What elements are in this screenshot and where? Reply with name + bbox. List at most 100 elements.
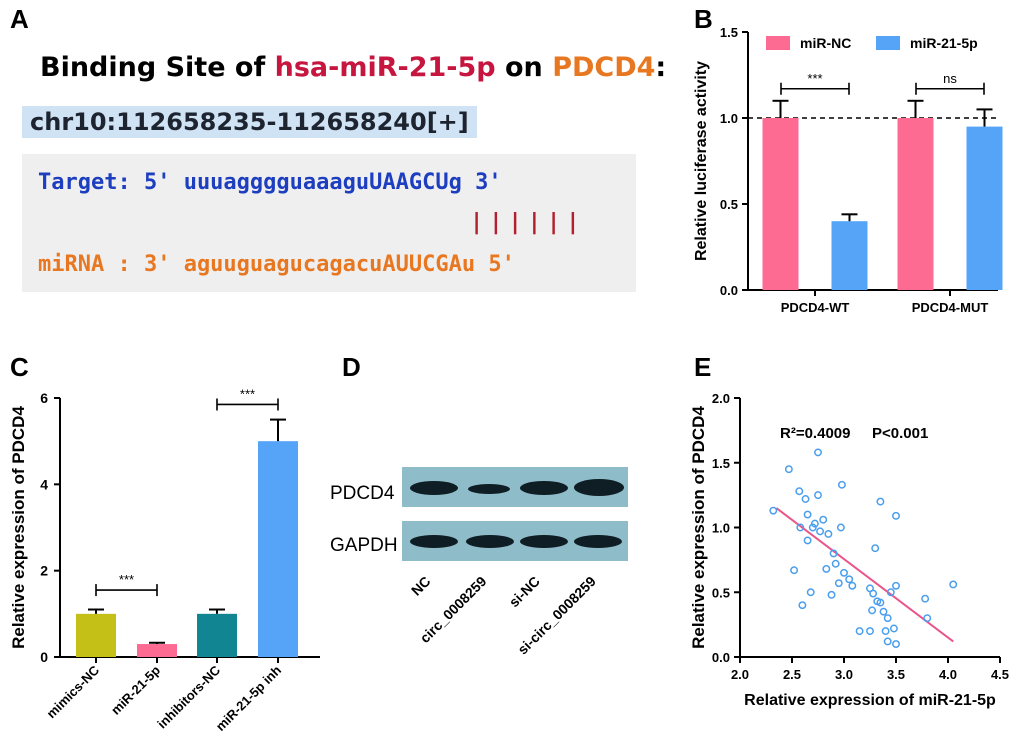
scatter-point (949, 580, 958, 589)
scatter-point (889, 624, 898, 633)
scatter-point (848, 581, 857, 590)
mirna-name: hsa-miR-21-5p (274, 52, 496, 83)
scatter-point (827, 590, 836, 599)
blot-band (574, 479, 624, 496)
legend-label: miR-NC (800, 35, 851, 51)
western-blot-panel: PDCD4 GAPDH NC circ_0008259 si-NC si-cir… (330, 455, 640, 745)
scatter-point (871, 544, 880, 553)
panel-label-a: A (10, 4, 29, 34)
panel-label-c: C (10, 352, 29, 382)
scatter-point (869, 589, 878, 598)
x-tick-label: miR-21-5p (108, 662, 163, 717)
blot-lane-label: si-NC (506, 573, 544, 611)
blot-band (468, 484, 510, 494)
scatter-point (816, 527, 825, 536)
y-tick-label: 2 (40, 563, 48, 579)
annotation-r2: R²=0.4009 (780, 425, 850, 442)
legend-label: miR-21-5p (910, 35, 978, 51)
y-tick-label: 2.0 (712, 391, 730, 406)
blot-strip-pdcd4 (402, 467, 628, 507)
x-tick-label: 4.5 (991, 667, 1009, 682)
x-tick-label: miR-21-5p inh (213, 662, 284, 733)
legend-swatch (876, 36, 900, 50)
scatter-point (831, 559, 840, 568)
title-suffix: : (655, 52, 667, 83)
scatter-point (845, 575, 854, 584)
title-prefix: Binding Site of (40, 52, 275, 83)
scatter-point (881, 627, 890, 636)
scatter-point (923, 614, 932, 623)
alignment-box: Target: 5' uuuagggguaaaguUAAGCUg 3' ||||… (22, 154, 636, 292)
y-axis-label: Relative expression of PDCD4 (9, 406, 28, 649)
blot-row-label: PDCD4 (330, 483, 395, 504)
x-tick-label: 3.0 (835, 667, 853, 682)
title-middle: on (495, 52, 553, 83)
scatter-point (814, 448, 822, 457)
panel-label-d: D (342, 352, 361, 382)
scatter-point (784, 465, 793, 474)
blot-band (410, 535, 458, 548)
scatter-point (769, 506, 778, 515)
scatter-point (806, 588, 815, 597)
scatter-point (834, 579, 843, 588)
bar (966, 126, 1003, 290)
y-tick-label: 1.0 (720, 111, 738, 126)
blot-strip-gapdh (402, 521, 628, 561)
scatter-point (921, 594, 930, 603)
x-tick-label: 4.0 (939, 667, 957, 682)
bar (258, 441, 298, 657)
legend-swatch (766, 36, 790, 50)
x-tick-label: 3.5 (887, 667, 905, 682)
blot-band (466, 535, 514, 548)
y-axis-label: Relative expression of PDCD4 (689, 406, 708, 649)
x-tick-label: PDCD4-WT (781, 300, 850, 315)
scatter-point (796, 523, 805, 532)
binding-site-panel: Binding Site of hsa-miR-21-5p on PDCD4: … (22, 40, 666, 292)
scatter-point (836, 523, 845, 532)
y-tick-label: 0.5 (712, 585, 730, 600)
scatter-point (837, 480, 846, 489)
y-tick-label: 1.5 (720, 25, 738, 40)
y-tick-label: 1.5 (712, 456, 730, 471)
scatter-point (803, 536, 812, 545)
x-tick-label: inhibitors-NC (154, 662, 223, 731)
scatter-point (855, 627, 864, 636)
y-tick-label: 4 (40, 476, 48, 492)
bar (76, 613, 116, 657)
scatter-point (876, 598, 885, 607)
mirna-sequence: miRNA : 3' aguuguagucagacuAUUCGAu 5' (38, 252, 515, 277)
scatter-point (866, 627, 874, 636)
y-tick-label: 0.0 (720, 283, 738, 298)
y-tick-label: 0.0 (712, 650, 730, 665)
y-tick-label: 1.0 (712, 521, 730, 536)
pairing-marks: |||||| (470, 210, 586, 235)
y-tick-label: 0 (40, 649, 48, 665)
panel-label-e: E (694, 352, 712, 382)
target-sequence: Target: 5' uuuagggguaaaguUAAGCUg 3' (38, 170, 502, 195)
scatter-point (803, 510, 812, 519)
annotation-p: P<0.001 (872, 425, 928, 442)
x-axis-label: Relative expression of miR-21-5p (744, 692, 996, 709)
pdcd4-expression-chart: 0 2 4 6 Relative expression of PDCD4 mimics-N… (9, 386, 320, 734)
luciferase-chart: 0.0 0.5 1.0 1.5 Relative luciferase activity… (693, 25, 1003, 315)
scatter-point (829, 549, 838, 558)
scatter-point (879, 607, 888, 616)
scatter-point (808, 523, 817, 532)
scatter-point (819, 515, 828, 524)
x-tick-label: 2.5 (783, 667, 801, 682)
blot-band (574, 535, 622, 548)
x-tick-label: 2.0 (731, 667, 749, 682)
scatter-point (798, 601, 807, 610)
y-tick-label: 0.5 (720, 197, 738, 212)
significance-label: *** (807, 71, 822, 86)
bar (897, 118, 934, 290)
binding-site-title: Binding Site of hsa-miR-21-5p on PDCD4: (40, 52, 666, 83)
scatter-point (814, 491, 822, 500)
scatter-point (795, 487, 804, 496)
significance-label: *** (119, 572, 134, 587)
blot-band (520, 481, 568, 495)
blot-lane-label: NC (407, 573, 434, 599)
correlation-scatter-chart: 0.0 0.5 1.0 1.5 2.0 2.0 2.5 3.0 3.5 4.0 4.5 Relativ… (689, 391, 1009, 709)
scatter-point (883, 637, 892, 646)
blot-band (410, 481, 458, 495)
